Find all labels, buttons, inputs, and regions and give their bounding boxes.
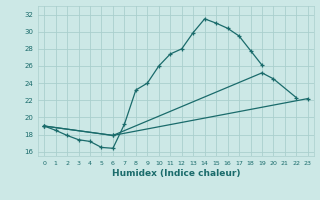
- X-axis label: Humidex (Indice chaleur): Humidex (Indice chaleur): [112, 169, 240, 178]
